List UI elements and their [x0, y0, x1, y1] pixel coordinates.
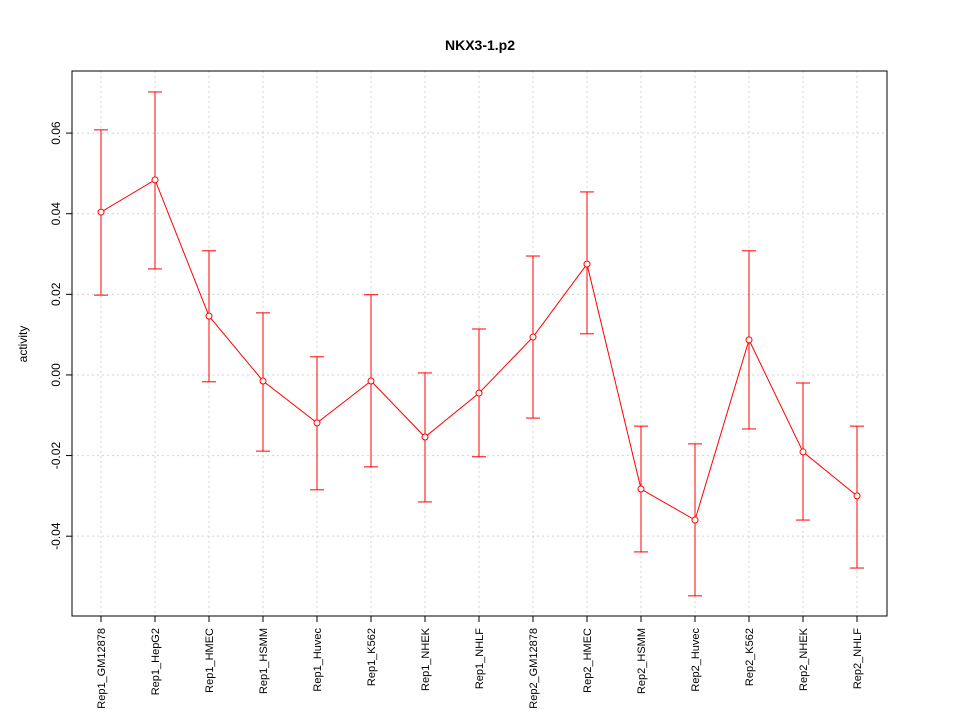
x-tick-label: Rep1_GM12878	[96, 628, 108, 709]
x-tick-label: Rep2_GM12878	[528, 628, 540, 709]
chart-title: NKX3-1.p2	[445, 37, 515, 53]
data-point	[583, 260, 591, 268]
data-point	[853, 492, 861, 500]
data-point	[259, 377, 267, 385]
data-point	[205, 312, 213, 320]
x-tick-label: Rep1_HepG2	[150, 628, 162, 695]
x-tick-label: Rep2_HMEC	[582, 628, 594, 693]
data-point	[151, 176, 159, 184]
data-point	[799, 448, 807, 456]
data-point	[637, 485, 645, 493]
data-point	[367, 377, 375, 385]
y-axis-label: activity	[16, 326, 30, 363]
grid	[72, 71, 887, 616]
x-tick-label: Rep1_NHEK	[420, 627, 432, 691]
x-tick-label: Rep1_HSMM	[258, 628, 270, 694]
x-tick-label: Rep2_K562	[744, 628, 756, 686]
data-point	[475, 389, 483, 397]
data-point	[97, 208, 105, 216]
y-tick-label: -0.02	[49, 442, 63, 470]
x-tick-label: Rep2_Huvec	[690, 628, 702, 692]
plot-border	[71, 70, 888, 617]
x-tick-label: Rep2_NHLF	[852, 628, 864, 689]
x-tick-label: Rep2_HSMM	[636, 628, 648, 694]
y-tick-label: 0.06	[49, 121, 63, 145]
x-tick-label: Rep1_Huvec	[312, 628, 324, 692]
x-tick-label: Rep1_K562	[366, 628, 378, 686]
axes: -0.04 -0.02 0.00 0.02 0.04 0.06 Rep1_GM12878 Re…	[49, 121, 864, 709]
data-point	[421, 433, 429, 441]
data-point	[691, 516, 699, 524]
y-tick-label: 0.04	[49, 202, 63, 226]
marks	[94, 91, 864, 597]
y-tick-label: -0.04	[49, 522, 63, 550]
x-tick-label: Rep1_NHLF	[474, 628, 486, 689]
data-point	[529, 333, 537, 341]
data-point	[745, 336, 753, 344]
x-tick-label: Rep2_NHEK	[798, 627, 810, 691]
data-point	[313, 419, 321, 427]
y-tick-label: 0.00	[49, 363, 63, 387]
x-tick-label: Rep1_HMEC	[204, 628, 216, 693]
y-tick-label: 0.02	[49, 282, 63, 306]
